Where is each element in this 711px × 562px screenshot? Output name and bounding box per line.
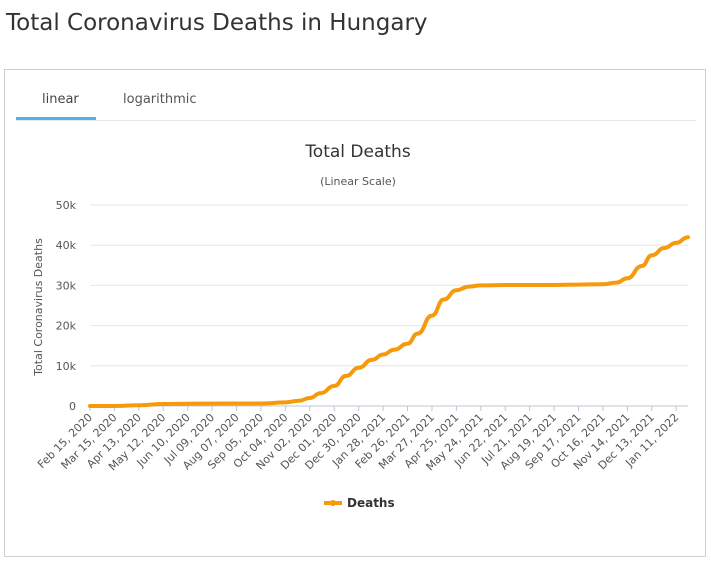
chart-title: Total Deaths <box>304 142 411 162</box>
y-tick-label: 20k <box>56 320 77 333</box>
y-tick-label: 30k <box>56 279 77 292</box>
active-tab-indicator <box>16 117 96 120</box>
y-tick-label: 10k <box>56 360 77 373</box>
legend-label-deaths: Deaths <box>347 496 395 510</box>
chart-panel: linear logarithmic Total Deaths (Linear … <box>4 69 706 557</box>
legend[interactable]: Deaths <box>324 496 395 510</box>
page-title: Total Coronavirus Deaths in Hungary <box>6 10 428 36</box>
chart-subtitle: (Linear Scale) <box>320 175 396 188</box>
y-tick-label: 0 <box>69 400 76 413</box>
scale-tabs: linear logarithmic <box>16 70 696 121</box>
series-layer <box>88 235 690 408</box>
y-axis-ticks: 0 10k 20k 30k 40k 50k <box>56 199 77 413</box>
grid-lines <box>90 204 688 407</box>
legend-dot-deaths <box>330 500 336 506</box>
tab-linear[interactable]: linear <box>42 92 79 107</box>
deaths-chart: Total Deaths (Linear Scale) Total Corona… <box>32 142 690 510</box>
tab-logarithmic[interactable]: logarithmic <box>123 92 197 107</box>
y-tick-label: 40k <box>56 239 77 252</box>
series-line-deaths <box>88 235 690 408</box>
y-tick-label: 50k <box>56 199 77 212</box>
y-axis-label: Total Coronavirus Deaths <box>32 238 45 377</box>
